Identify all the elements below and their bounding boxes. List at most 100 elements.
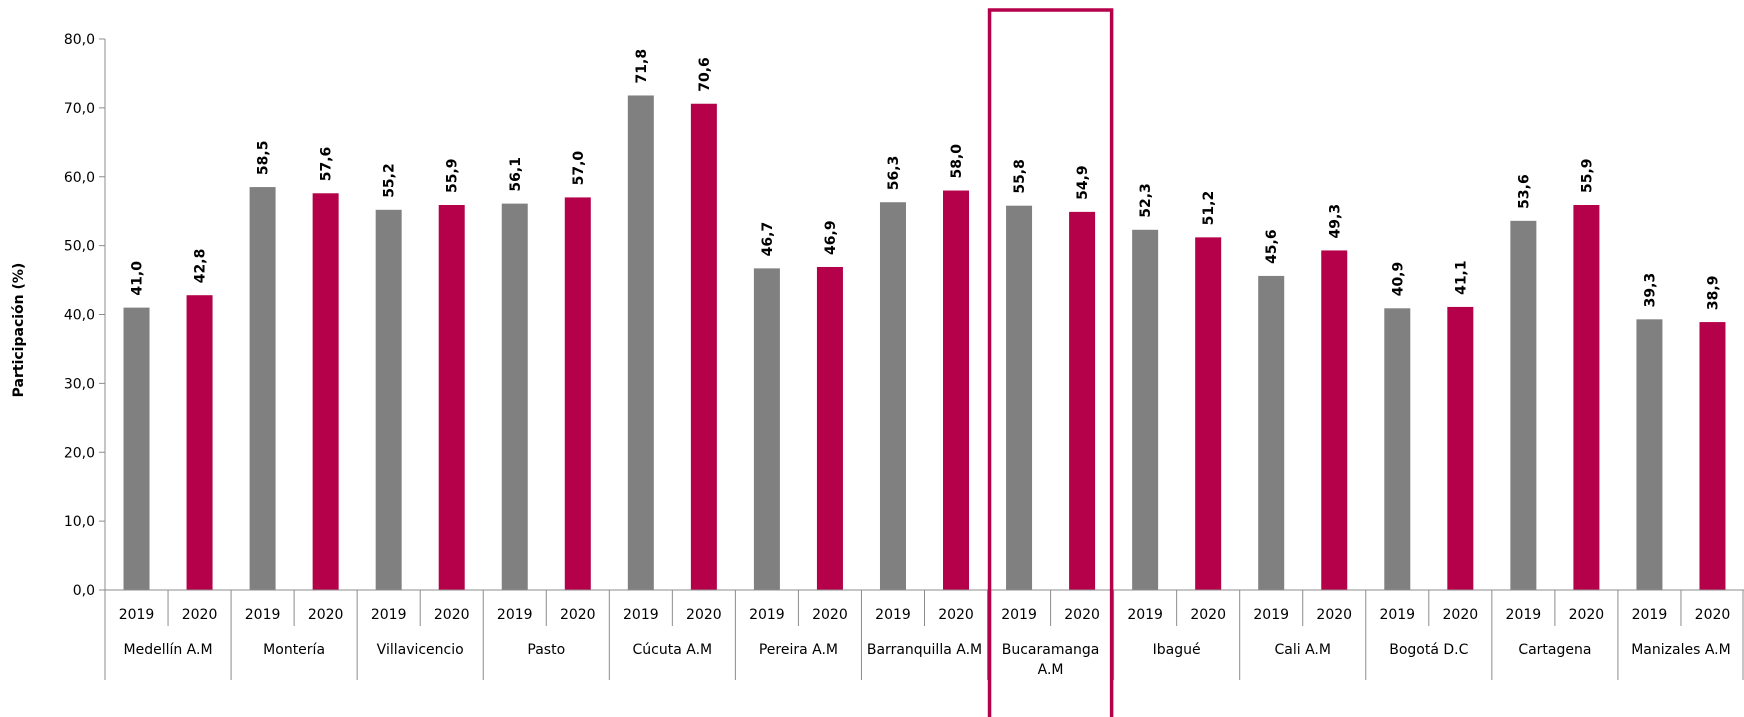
x-year-label: 2020	[182, 607, 218, 623]
data-label: 39,3	[1642, 273, 1658, 308]
x-year-label: 2019	[1379, 607, 1415, 623]
y-axis: 0,0 10,0 20,0 30,0 40,0 50,0 60,0 70,0 80,0	[64, 32, 106, 599]
data-label: 49,3	[1327, 204, 1343, 239]
x-year-label: 2019	[1632, 607, 1668, 623]
x-year-label: 2019	[371, 607, 407, 623]
data-label: 56,3	[886, 156, 902, 191]
data-label: 41,0	[130, 261, 146, 296]
x-category-label: A.M	[1038, 662, 1064, 678]
x-year-label: 2020	[308, 607, 344, 623]
x-category-label: Bogotá D.C	[1389, 642, 1468, 658]
x-category-label: Cúcuta A.M	[633, 642, 713, 658]
x-category-label: Montería	[263, 642, 325, 658]
data-label: 57,6	[319, 147, 335, 182]
x-year-label: 2019	[1506, 607, 1542, 623]
data-label: 71,8	[634, 49, 650, 84]
y-tick-label: 20,0	[64, 445, 95, 461]
y-tick-label: 60,0	[64, 170, 95, 186]
bar-2020	[312, 193, 339, 590]
data-label: 55,2	[382, 163, 398, 198]
bar-2019	[1006, 205, 1033, 591]
y-tick-label: 40,0	[64, 308, 95, 324]
bar-2020	[1447, 306, 1474, 590]
data-label: 55,9	[445, 158, 461, 193]
bar-2020	[438, 204, 465, 590]
bar-2020	[1321, 250, 1348, 591]
y-axis-label: Participación (%)	[11, 263, 27, 398]
x-year-label: 2019	[1127, 607, 1163, 623]
bar-2020	[943, 190, 970, 590]
x-year-label: 2020	[1190, 607, 1226, 623]
x-category-label: Cartagena	[1518, 642, 1591, 658]
x-year-label: 2019	[497, 607, 533, 623]
bar-2019	[627, 95, 654, 590]
bars	[123, 95, 1726, 591]
x-category-label: Cali A.M	[1275, 642, 1331, 658]
data-label: 45,6	[1264, 229, 1280, 264]
data-label: 46,7	[760, 222, 776, 257]
data-label: 42,8	[193, 249, 209, 284]
data-label: 58,5	[256, 141, 272, 176]
bar-2019	[123, 307, 150, 590]
x-year-label: 2019	[119, 607, 155, 623]
data-label: 54,9	[1075, 165, 1091, 200]
y-tick-label: 0,0	[73, 583, 95, 599]
data-label: 55,9	[1579, 158, 1595, 193]
x-year-label: 2019	[1001, 607, 1037, 623]
bar-2019	[1384, 308, 1411, 590]
bar-2020	[564, 197, 591, 590]
data-label: 56,1	[508, 157, 524, 192]
bar-2019	[1258, 275, 1285, 590]
y-tick-label: 50,0	[64, 239, 95, 255]
bar-2019	[501, 203, 528, 590]
x-year-label: 2020	[938, 607, 974, 623]
x-year-label: 2020	[812, 607, 848, 623]
y-axis-title: Participación (%)	[11, 263, 27, 398]
x-category-label: Bucaramanga	[1002, 642, 1100, 658]
x-year-label: 2020	[1064, 607, 1100, 623]
data-label: 57,0	[571, 151, 587, 186]
x-year-label: 2020	[1569, 607, 1605, 623]
x-year-label: 2019	[749, 607, 785, 623]
data-labels: 41,0 42,8 58,5 57,6 55,2 55,9 56,1 57,0 71,8 70,6…	[130, 49, 1722, 310]
data-label: 51,2	[1201, 191, 1217, 226]
data-label: 52,3	[1138, 183, 1154, 218]
x-year-label: 2020	[1316, 607, 1352, 623]
bar-2020	[1699, 322, 1726, 590]
bar-2019	[1636, 319, 1663, 590]
x-category-label: Pereira A.M	[759, 642, 838, 658]
x-category-label: Manizales A.M	[1631, 642, 1730, 658]
x-year-label: 2019	[623, 607, 659, 623]
x-category-label: Barranquilla A.M	[867, 642, 982, 658]
x-year-label: 2020	[434, 607, 470, 623]
data-label: 40,9	[1390, 262, 1406, 297]
bar-2020	[186, 295, 213, 590]
x-year-label: 2020	[1443, 607, 1479, 623]
highlight-rectangle	[987, 8, 1114, 717]
data-label: 53,6	[1516, 174, 1532, 209]
x-year-label: 2019	[1253, 607, 1289, 623]
bar-2019	[753, 268, 780, 590]
bar-2020	[690, 103, 717, 591]
y-tick-label: 30,0	[64, 376, 95, 392]
x-year-label: 2020	[560, 607, 596, 623]
bar-2020	[1195, 237, 1222, 591]
data-label: 38,9	[1705, 276, 1721, 311]
x-year-label: 2020	[686, 607, 722, 623]
y-tick-label: 70,0	[64, 101, 95, 117]
bar-2019	[1510, 220, 1537, 590]
x-year-label: 2019	[875, 607, 911, 623]
bar-2019	[249, 187, 276, 591]
x-year-label: 2020	[1695, 607, 1731, 623]
bar-2020	[1069, 211, 1096, 590]
data-label: 55,8	[1012, 159, 1028, 194]
x-category-label: Ibagué	[1153, 642, 1201, 658]
bar-2019	[1132, 229, 1159, 590]
bar-2019	[879, 202, 906, 590]
bar-2020	[1573, 204, 1600, 590]
data-label: 70,6	[697, 57, 713, 92]
x-category-label: Medellín A.M	[124, 642, 213, 658]
highlight-frame	[987, 8, 1114, 717]
